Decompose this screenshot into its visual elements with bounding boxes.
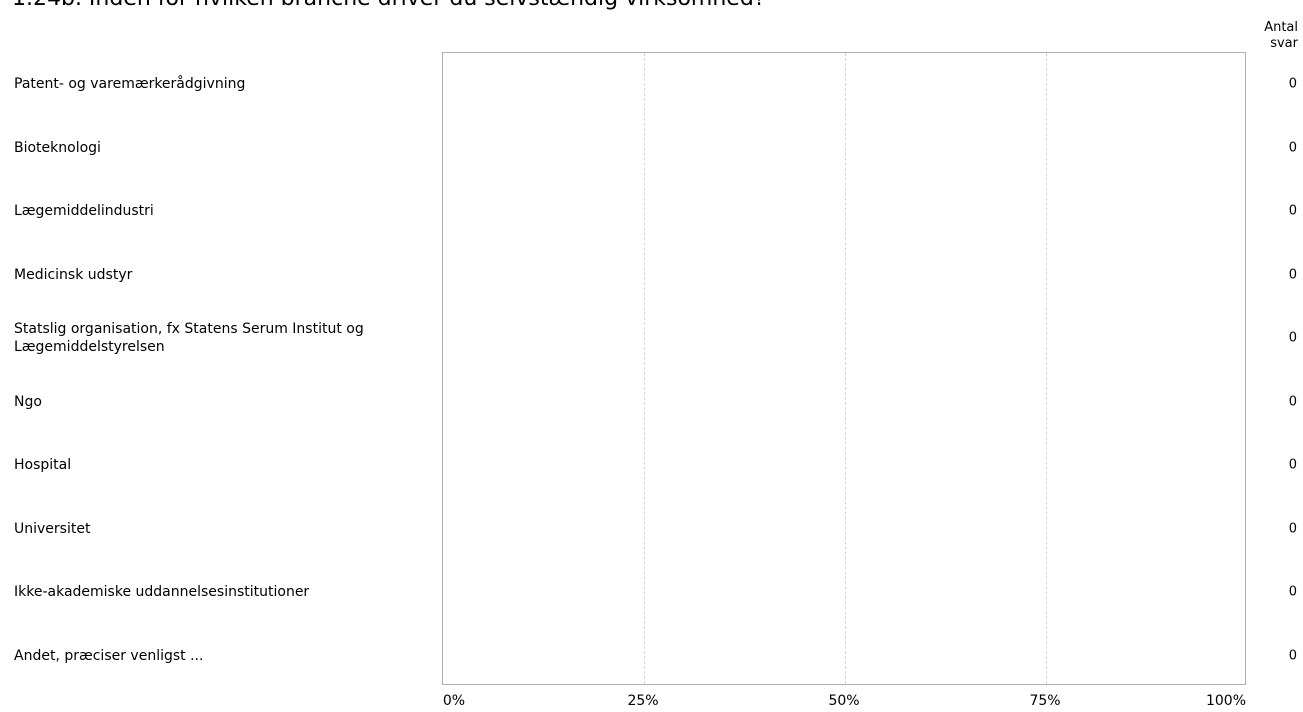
category-label: Ikke-akademiske uddannelsesinstitutioner: [14, 584, 310, 600]
category-label: Medicinsk udstyr: [14, 266, 133, 283]
category-label: Bioteknologi: [14, 139, 101, 156]
x-tick-label: 0%: [442, 693, 466, 709]
count-value: 0: [1288, 584, 1297, 600]
count-value: 0: [1288, 330, 1297, 346]
category-label: Ngo: [14, 393, 42, 410]
gridline: [845, 53, 846, 684]
x-tick-label: 100%: [1205, 693, 1247, 709]
x-tick-label: 25%: [627, 693, 659, 709]
plot-area: [442, 52, 1246, 685]
count-value: 0: [1288, 76, 1297, 92]
category-label: Universitet: [14, 520, 91, 537]
category-label: Statslig organisation, fx Statens Serum …: [14, 321, 364, 355]
category-label: Lægemiddelindustri: [14, 203, 154, 219]
count-value: 0: [1288, 457, 1297, 473]
count-value: 0: [1288, 521, 1297, 536]
gridline: [1046, 53, 1047, 684]
count-value: 0: [1288, 394, 1297, 409]
count-value: 0: [1288, 648, 1297, 663]
category-label: Patent- og varemærkerådgivning: [14, 76, 246, 92]
count-column-header: Antal svar: [1264, 20, 1298, 51]
count-value: 0: [1288, 140, 1297, 155]
count-value: 0: [1288, 267, 1297, 282]
chart-title: 1.24b. Inden for hvilken branche driver …: [12, 0, 765, 11]
x-tick-label: 50%: [828, 693, 860, 709]
count-value: 0: [1288, 203, 1297, 219]
category-label: Hospital: [14, 457, 72, 473]
gridline: [644, 53, 645, 684]
x-tick-label: 75%: [1029, 693, 1061, 709]
category-label: Andet, præciser venligst ...: [14, 647, 204, 664]
